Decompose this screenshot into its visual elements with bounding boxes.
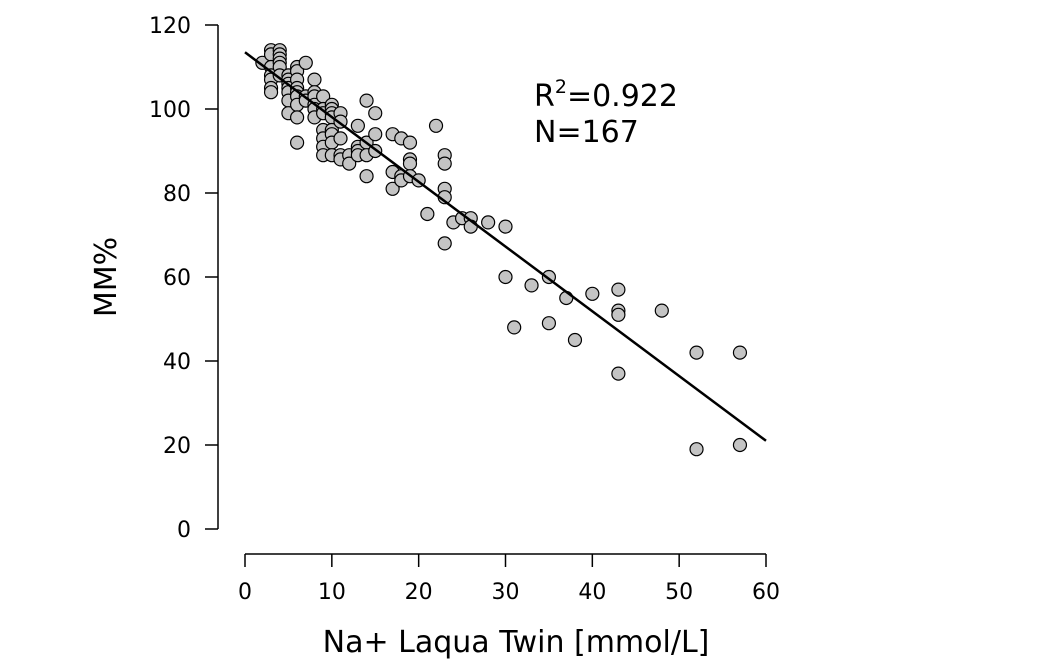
y-tick-label: 0: [177, 518, 191, 543]
y-tick-label: 40: [163, 350, 191, 375]
r-squared-superscript: 2: [555, 76, 567, 98]
y-axis: 0 20 40 60 80 100 120: [149, 14, 219, 543]
data-point: [541, 316, 557, 331]
y-tick-label: 60: [163, 266, 191, 291]
data-point: [585, 286, 600, 301]
data-point: [567, 332, 583, 348]
y-ticks: 0 20 40 60 80 100 120: [149, 14, 218, 543]
data-point: [290, 110, 305, 125]
data-point: [307, 72, 322, 87]
x-tick-label: 0: [238, 580, 252, 605]
data-point: [402, 156, 418, 171]
data-point: [350, 118, 365, 133]
x-tick-label: 40: [578, 580, 606, 605]
data-point: [420, 206, 435, 222]
data-point: [481, 215, 496, 230]
y-tick-label: 80: [163, 182, 191, 207]
data-point: [498, 219, 513, 234]
data-point: [298, 55, 313, 70]
y-axis-title: MM%: [89, 237, 124, 317]
data-point: [507, 320, 522, 335]
x-tick-label: 30: [492, 580, 520, 605]
y-tick-label: 120: [149, 14, 191, 39]
x-tick-label: 60: [752, 580, 780, 605]
r-squared-value: =0.922: [567, 79, 678, 114]
data-point: [290, 135, 305, 150]
x-ticks: 0 10 20 30 40 50 60: [238, 554, 780, 605]
data-point: [559, 290, 574, 306]
data-point: [689, 345, 704, 360]
data-point: [368, 127, 383, 142]
r-squared-annotation: R2=0.922: [534, 76, 678, 114]
data-point: [359, 169, 374, 184]
data-point: [368, 106, 383, 121]
data-point: [611, 366, 626, 381]
data-point: [732, 345, 748, 360]
data-points: [255, 43, 748, 457]
data-point: [342, 156, 357, 171]
data-point: [524, 278, 539, 293]
n-annotation: N=167: [534, 115, 639, 150]
y-tick-label: 100: [149, 98, 191, 123]
data-point: [437, 156, 452, 171]
data-point: [498, 269, 513, 285]
data-point: [732, 437, 748, 453]
data-point: [437, 236, 452, 251]
regression-line: [244, 51, 767, 442]
x-axis: 0 10 20 30 40 50 60: [238, 553, 780, 605]
r-squared-prefix: R: [534, 79, 555, 114]
data-point: [333, 131, 348, 146]
data-point: [402, 135, 418, 150]
data-point: [263, 85, 279, 100]
data-point: [689, 442, 704, 457]
data-point: [611, 307, 626, 322]
x-tick-label: 10: [318, 580, 346, 605]
data-point: [428, 118, 444, 133]
x-tick-label: 50: [665, 580, 693, 605]
data-point: [611, 282, 626, 297]
data-point: [385, 181, 400, 196]
x-axis-title: Na+ Laqua Twin [mmol/L]: [323, 625, 710, 660]
y-tick-label: 20: [163, 434, 191, 459]
data-point: [654, 303, 669, 318]
data-point: [359, 93, 374, 108]
x-tick-label: 20: [405, 580, 433, 605]
